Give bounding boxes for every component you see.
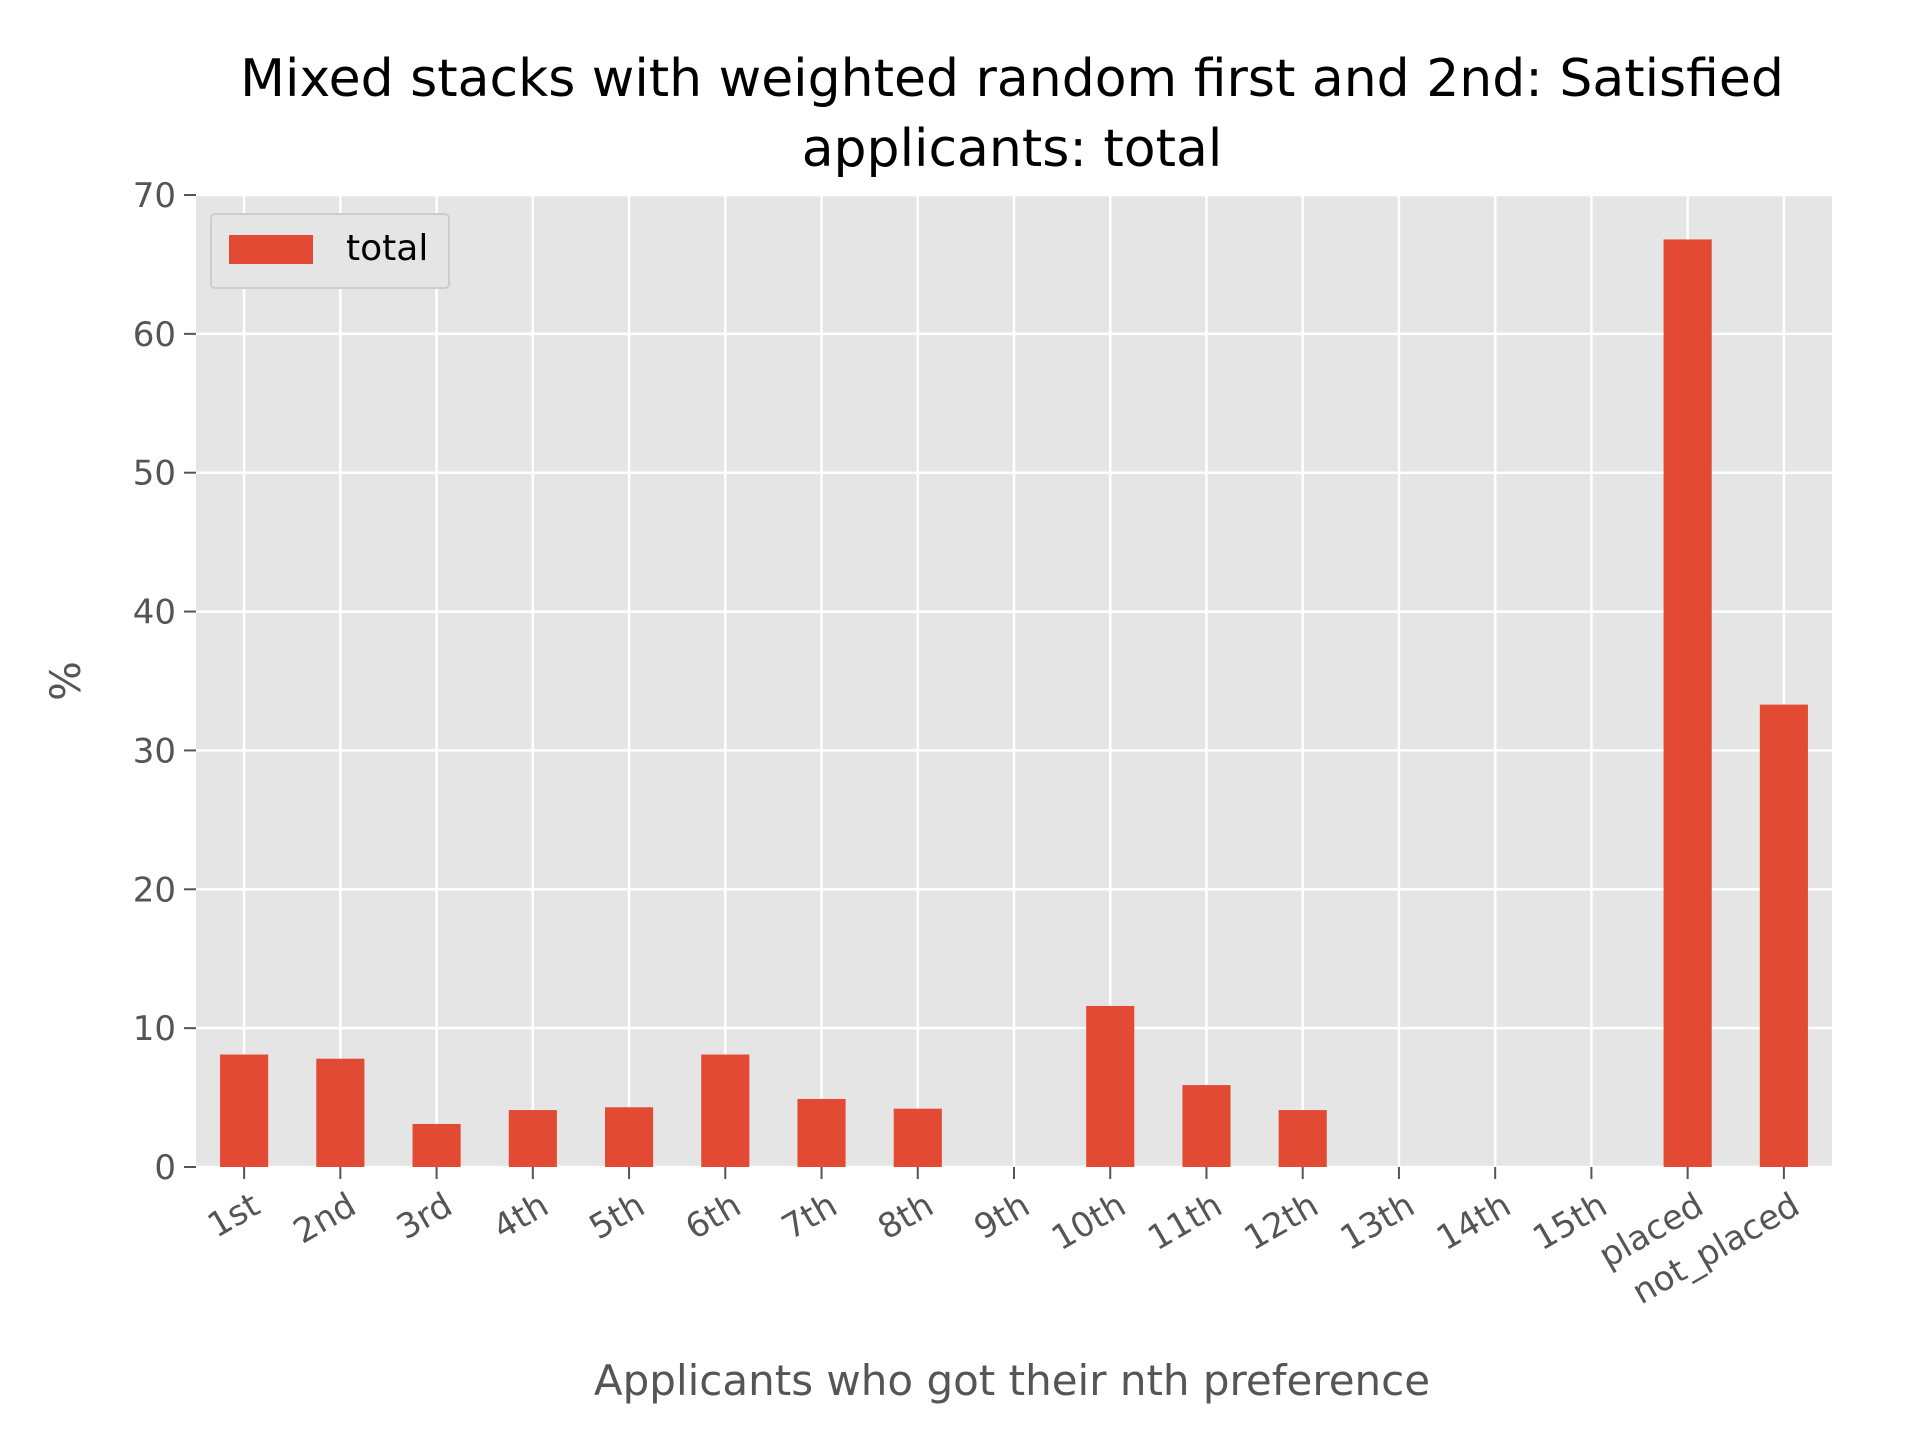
y-tick-label: 30 bbox=[133, 731, 176, 771]
y-axis-label: % bbox=[41, 661, 90, 701]
bar-7th bbox=[797, 1098, 846, 1167]
y-axis-ticks: 0 10 20 30 40 50 60 70 bbox=[133, 176, 196, 1188]
bar-12th bbox=[1278, 1110, 1327, 1167]
x-axis-ticks: 1st 2nd 3rd 4th 5th 6th 7th 8th 9th 10th 11th 12th 1… bbox=[201, 1167, 1806, 1313]
x-tick-label: 9th bbox=[968, 1185, 1037, 1248]
x-tick-label: 4th bbox=[486, 1185, 555, 1248]
x-tick-label: 11th bbox=[1141, 1185, 1229, 1259]
y-tick-label: 20 bbox=[133, 870, 176, 910]
bar-3rd bbox=[412, 1123, 461, 1167]
bars bbox=[220, 239, 1808, 1168]
x-tick-label: 13th bbox=[1334, 1185, 1422, 1259]
x-tick-label: 10th bbox=[1045, 1185, 1133, 1259]
bar-10th bbox=[1086, 1005, 1135, 1167]
x-tick-label: 6th bbox=[679, 1185, 748, 1248]
chart-title-line-2: applicants: total bbox=[802, 119, 1223, 179]
x-tick-label: 7th bbox=[775, 1185, 844, 1248]
x-tick-label: 14th bbox=[1430, 1185, 1518, 1259]
bar-not_placed bbox=[1759, 704, 1808, 1167]
x-axis-label: Applicants who got their nth preference bbox=[594, 1356, 1430, 1405]
bar-1st bbox=[220, 1054, 269, 1167]
y-tick-label: 60 bbox=[133, 315, 176, 355]
x-tick-label: 2nd bbox=[287, 1185, 363, 1252]
bar-8th bbox=[893, 1108, 942, 1167]
y-tick-label: 0 bbox=[154, 1148, 176, 1188]
y-tick-label: 50 bbox=[133, 454, 176, 494]
y-tick-label: 40 bbox=[133, 593, 176, 633]
x-tick-label: 5th bbox=[583, 1185, 652, 1248]
legend-swatch-total bbox=[229, 235, 313, 264]
grid-lines bbox=[196, 193, 1832, 1169]
x-tick-label: 8th bbox=[871, 1185, 940, 1248]
x-tick-label: 1st bbox=[201, 1185, 267, 1246]
bar-placed bbox=[1663, 239, 1712, 1168]
bar-2nd bbox=[316, 1058, 365, 1167]
x-tick-label: 3rd bbox=[390, 1185, 459, 1248]
bar-5th bbox=[605, 1107, 654, 1167]
bar-6th bbox=[701, 1054, 750, 1167]
y-tick-label: 10 bbox=[133, 1009, 176, 1049]
y-tick-label: 70 bbox=[133, 176, 176, 216]
legend-label-total: total bbox=[346, 228, 428, 269]
bar-4th bbox=[508, 1110, 557, 1167]
bar-11th bbox=[1182, 1085, 1231, 1167]
legend-frame bbox=[210, 213, 450, 289]
chart-title-line-1: Mixed stacks with weighted random first … bbox=[240, 49, 1784, 109]
legend: total bbox=[210, 213, 450, 289]
x-tick-label: 12th bbox=[1238, 1185, 1326, 1259]
